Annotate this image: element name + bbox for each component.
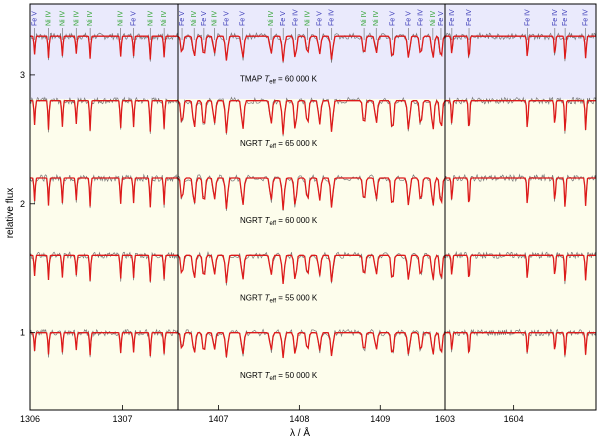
line-id-label: Fe V: [224, 11, 231, 26]
line-id-label: Fe IV: [562, 9, 569, 26]
line-id-label: Fe V: [438, 11, 445, 26]
observed-spectrum: [177, 32, 446, 64]
model-spectrum: [177, 331, 446, 359]
model-spectrum: [177, 35, 446, 62]
x-tick-label: 1603: [435, 414, 455, 424]
series-label: NGRT Teff = 55 000 K: [240, 293, 318, 304]
series-label: NGRT Teff = 65 000 K: [240, 139, 318, 150]
line-id-label: Ni IV: [161, 11, 168, 27]
annotation-layer: Fe V Ni IV Ni IV Ni IV Ni IV Ni IV Fe V Ni IV Ni…: [20, 9, 590, 424]
panel-frame: [444, 3, 597, 411]
line-id-label: Fe IV: [449, 9, 456, 26]
observed-spectrum: [29, 328, 179, 358]
ngrt-background: [30, 99, 178, 410]
line-id-label: Ni IV: [211, 11, 218, 27]
background-layer: [30, 4, 596, 410]
x-tick-label: 1306: [20, 414, 40, 424]
tmap-background: [178, 4, 445, 99]
line-id-label: Fe IV: [466, 9, 473, 26]
model-spectrum: [445, 177, 596, 207]
tmap-background: [30, 4, 178, 99]
model-spectrum: [445, 254, 596, 282]
model-spectrum: [177, 254, 446, 285]
line-id-label: Fe V: [317, 11, 324, 26]
x-tick-label: 1409: [370, 414, 390, 424]
line-id-label: Fe IV: [292, 9, 299, 26]
line-id-label: Ni IV: [268, 11, 275, 27]
line-id-label: Ni IV: [191, 11, 198, 27]
y-tick-label: 2: [20, 199, 25, 209]
frame-layer: [29, 3, 597, 411]
model-spectrum: [177, 176, 446, 211]
line-id-label: Fe V: [280, 11, 287, 26]
model-spectrum: [30, 332, 178, 356]
series-label: NGRT Teff = 50 000 K: [240, 371, 318, 382]
y-tick-label: 3: [20, 70, 25, 80]
line-id-label: Ni IV: [373, 11, 380, 27]
x-axis-label: λ / Å: [290, 426, 310, 439]
line-id-label: Ni IV: [59, 11, 66, 27]
y-tick-label: 1: [20, 328, 25, 338]
line-id-label: Ni IV: [430, 11, 437, 27]
model-spectrum: [445, 35, 596, 59]
spectra-layer: [29, 31, 597, 359]
line-id-label: Fe V: [179, 11, 186, 26]
model-spectrum: [445, 100, 596, 131]
model-spectrum: [30, 100, 178, 132]
line-id-label: Fe IV: [524, 9, 531, 26]
x-tick-label: 1408: [289, 414, 309, 424]
line-id-label: Ni IV: [73, 11, 80, 27]
line-id-label: Fe V: [131, 11, 138, 26]
line-id-label: Fe IV: [329, 9, 336, 26]
line-id-label: Fe V: [201, 11, 208, 26]
line-id-label: Ni IV: [361, 11, 368, 27]
line-id-label: Fe V: [406, 11, 413, 26]
series-label: TMAP Teff = 60 000 K: [240, 74, 318, 85]
line-id-label: Ni IV: [147, 11, 154, 27]
y-axis-label: relative flux: [5, 188, 16, 239]
line-id-label: Fe V: [240, 11, 247, 26]
line-id-label: Ni IV: [87, 11, 94, 27]
model-spectrum: [177, 99, 446, 135]
model-spectrum: [30, 254, 178, 282]
line-id-label: Ni IV: [304, 11, 311, 27]
line-id-label: Ni IV: [46, 11, 53, 27]
x-tick-label: 1307: [112, 414, 132, 424]
line-id-label: Fe V: [389, 11, 396, 26]
series-label: NGRT Teff = 60 000 K: [240, 216, 318, 227]
x-tick-label: 1604: [504, 414, 524, 424]
line-id-label: Fe IV: [552, 9, 559, 26]
line-id-label: Fe V: [32, 11, 39, 26]
line-id-label: Fe IV: [418, 9, 425, 26]
line-id-label: Ni IV: [118, 11, 125, 26]
x-tick-label: 1407: [208, 414, 228, 424]
model-spectrum: [445, 332, 596, 356]
model-spectrum: [30, 177, 178, 208]
model-spectrum: [30, 35, 178, 60]
line-id-label: Fe IV: [583, 9, 590, 26]
